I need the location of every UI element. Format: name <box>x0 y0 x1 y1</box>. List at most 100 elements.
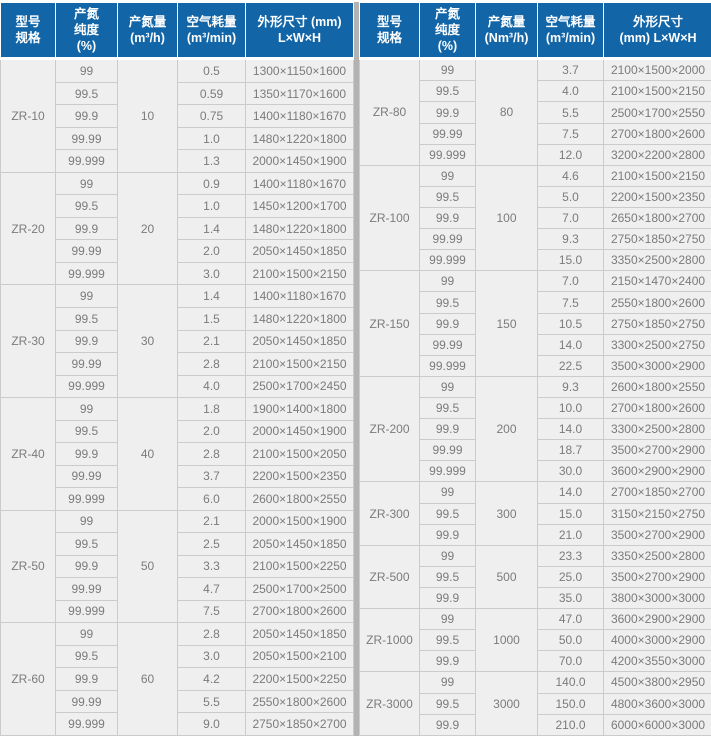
table-row: 99.99 7.5 2700×1800×2600 <box>360 122 711 145</box>
dimensions-cell: 4200×3550×3000 <box>603 650 711 673</box>
left-column-header-3: 空气耗量 (m³/min) <box>177 2 246 60</box>
dimensions-cell: 3150×2150×2750 <box>603 502 711 525</box>
purity-cell: 99.9 <box>419 101 476 124</box>
air-consumption-cell: 50.0 <box>537 629 604 652</box>
purity-cell: 99.99 <box>419 439 476 462</box>
table-row: 99.5 5.0 2200×1500×2350 <box>360 185 711 209</box>
air-consumption-cell: 2.1 <box>177 329 246 354</box>
air-consumption-cell: 2.8 <box>177 442 246 466</box>
dimensions-cell: 4500×3800×2950 <box>603 671 711 694</box>
purity-cell: 99.9 <box>55 442 118 466</box>
purity-cell: 99.5 <box>419 80 476 103</box>
dimensions-cell: 2200×1500×2350 <box>245 464 354 489</box>
air-consumption-cell: 14.0 <box>537 333 604 356</box>
dimensions-cell: 2050×1450×1850 <box>245 622 354 646</box>
dimensions-cell: 1450×1200×1700 <box>245 194 354 218</box>
table-row: 99.9 21.0 3500×2700×2900 <box>360 523 711 546</box>
purity-cell: 99.99 <box>419 333 476 356</box>
table-row: 99.5 50.0 4000×3000×2900 <box>360 629 711 652</box>
table-row: 99.9 14.0 3300×2500×2800 <box>360 418 711 441</box>
air-consumption-cell: 1.5 <box>177 307 246 331</box>
purity-cell: 99.99 <box>55 126 118 151</box>
purity-cell: 99.9 <box>419 650 476 673</box>
air-consumption-cell: 22.5 <box>537 354 604 377</box>
dimensions-cell: 6000×6000×3000 <box>603 713 711 737</box>
table-row: 99.9 5.5 2500×1700×2550 <box>360 101 711 124</box>
purity-cell: 99.999 <box>419 249 476 272</box>
purity-cell: 99 <box>419 544 476 567</box>
output-cell: 60 <box>117 622 178 736</box>
right-column-header-4: 外形尺寸 (mm) L×W×H <box>603 2 711 60</box>
air-consumption-cell: 0.5 <box>177 58 246 83</box>
purity-cell: 99 <box>419 57 476 82</box>
table-row: ZR-20 99 20 0.9 1400×1180×1670 <box>0 171 354 286</box>
air-consumption-cell: 6.0 <box>177 487 246 511</box>
air-consumption-cell: 7.0 <box>537 207 604 230</box>
table-row: 99.5 4.0 2100×1500×2150 <box>360 80 711 103</box>
table-row: ZR-200 99 200 9.3 2600×1800×2550 <box>359 375 711 483</box>
purity-cell: 99.9 <box>55 216 118 241</box>
dimensions-cell: 3500×2700×2900 <box>603 439 711 462</box>
output-cell: 1000 <box>475 608 538 673</box>
table-row: 99.99 2.8 2100×1500×2150 <box>1 352 354 376</box>
purity-cell: 99.99 <box>55 577 118 601</box>
table-row: ZR-30 99 30 1.4 1400×1180×1670 <box>0 284 354 399</box>
table-row: 99.9 2.1 2050×1450×1850 <box>1 329 354 354</box>
output-cell: 30 <box>117 284 178 399</box>
air-consumption-cell: 7.5 <box>537 122 604 145</box>
table-row: ZR-40 99 40 1.8 1900×1400×1800 <box>0 397 354 511</box>
purity-cell: 99 <box>55 284 118 308</box>
table-row: 99.999 9.0 2750×1850×2700 <box>1 712 354 736</box>
dimensions-cell: 1480×1220×1800 <box>245 216 354 241</box>
model-cell: ZR-20 <box>0 171 56 286</box>
dimensions-cell: 2000×1500×1900 <box>245 509 354 534</box>
purity-cell: 99.99 <box>55 352 118 376</box>
air-consumption-cell: 1.3 <box>177 149 246 173</box>
spec-table-left: 型号 规格 产氮 纯度 (%) 产氮量 (m³/h) 空气耗量 (m³/min) 外形尺… <box>0 2 354 736</box>
air-consumption-cell: 4.2 <box>177 667 246 691</box>
table-row: 99.9 0.75 1400×1180×1670 <box>1 104 354 128</box>
table-row: 99.5 1.0 1450×1200×1700 <box>1 194 354 218</box>
table-row: 99.9 3.3 2100×1500×2250 <box>1 554 354 579</box>
dimensions-cell: 3500×2700×2900 <box>603 523 711 546</box>
air-consumption-cell: 9.3 <box>537 375 604 399</box>
right-column-header-0: 型号 规格 <box>359 2 420 60</box>
model-cell: ZR-1000 <box>359 608 420 673</box>
table-row: 99.999 4.0 2500×1700×2450 <box>1 374 354 399</box>
output-cell: 80 <box>475 58 538 166</box>
dimensions-cell: 2100×1500×2150 <box>245 352 354 376</box>
air-consumption-cell: 2.8 <box>177 622 246 646</box>
purity-cell: 99 <box>55 171 118 196</box>
table-divider <box>354 2 359 736</box>
purity-cell: 99.9 <box>419 418 476 441</box>
purity-cell: 99.5 <box>55 644 118 669</box>
air-consumption-cell: 3.7 <box>177 464 246 489</box>
air-consumption-cell: 3.0 <box>177 261 246 286</box>
air-consumption-cell: 3.0 <box>177 644 246 669</box>
purity-cell: 99.5 <box>419 629 476 652</box>
purity-cell: 99.5 <box>419 502 476 525</box>
model-cell: ZR-100 <box>359 164 420 272</box>
air-consumption-cell: 2.1 <box>177 509 246 534</box>
air-consumption-cell: 1.0 <box>177 126 246 151</box>
purity-cell: 99.999 <box>55 487 118 511</box>
dimensions-cell: 2600×1800×2550 <box>603 375 711 399</box>
air-consumption-cell: 0.59 <box>177 81 246 106</box>
air-consumption-cell: 47.0 <box>537 608 604 631</box>
dimensions-cell: 3200×2200×2800 <box>603 143 711 166</box>
purity-cell: 99.9 <box>55 667 118 691</box>
model-cell: ZR-80 <box>359 58 420 166</box>
air-consumption-cell: 4.7 <box>177 577 246 601</box>
table-row: 99.999 1.3 2000×1450×1900 <box>1 149 354 173</box>
dimensions-cell: 2500×1700×2550 <box>603 101 711 124</box>
left-column-header-0: 型号 规格 <box>0 2 56 60</box>
table-row: 99.999 22.5 3500×3000×2900 <box>360 354 711 377</box>
air-consumption-cell: 10.5 <box>537 312 604 335</box>
table-row: 99.5 2.5 2050×1450×1850 <box>1 532 354 556</box>
air-consumption-cell: 150.0 <box>537 692 604 715</box>
dimensions-cell: 2550×1800×2600 <box>603 291 711 314</box>
table-row: 99.9 1.4 1480×1220×1800 <box>1 216 354 241</box>
air-consumption-cell: 1.0 <box>177 194 246 218</box>
spec-table-right: 型号 规格 产氮 纯度 (%) 产氮量 (Nm³/h) 空气耗量 (m³/min) 外形… <box>359 2 711 737</box>
purity-cell: 99.9 <box>55 329 118 354</box>
